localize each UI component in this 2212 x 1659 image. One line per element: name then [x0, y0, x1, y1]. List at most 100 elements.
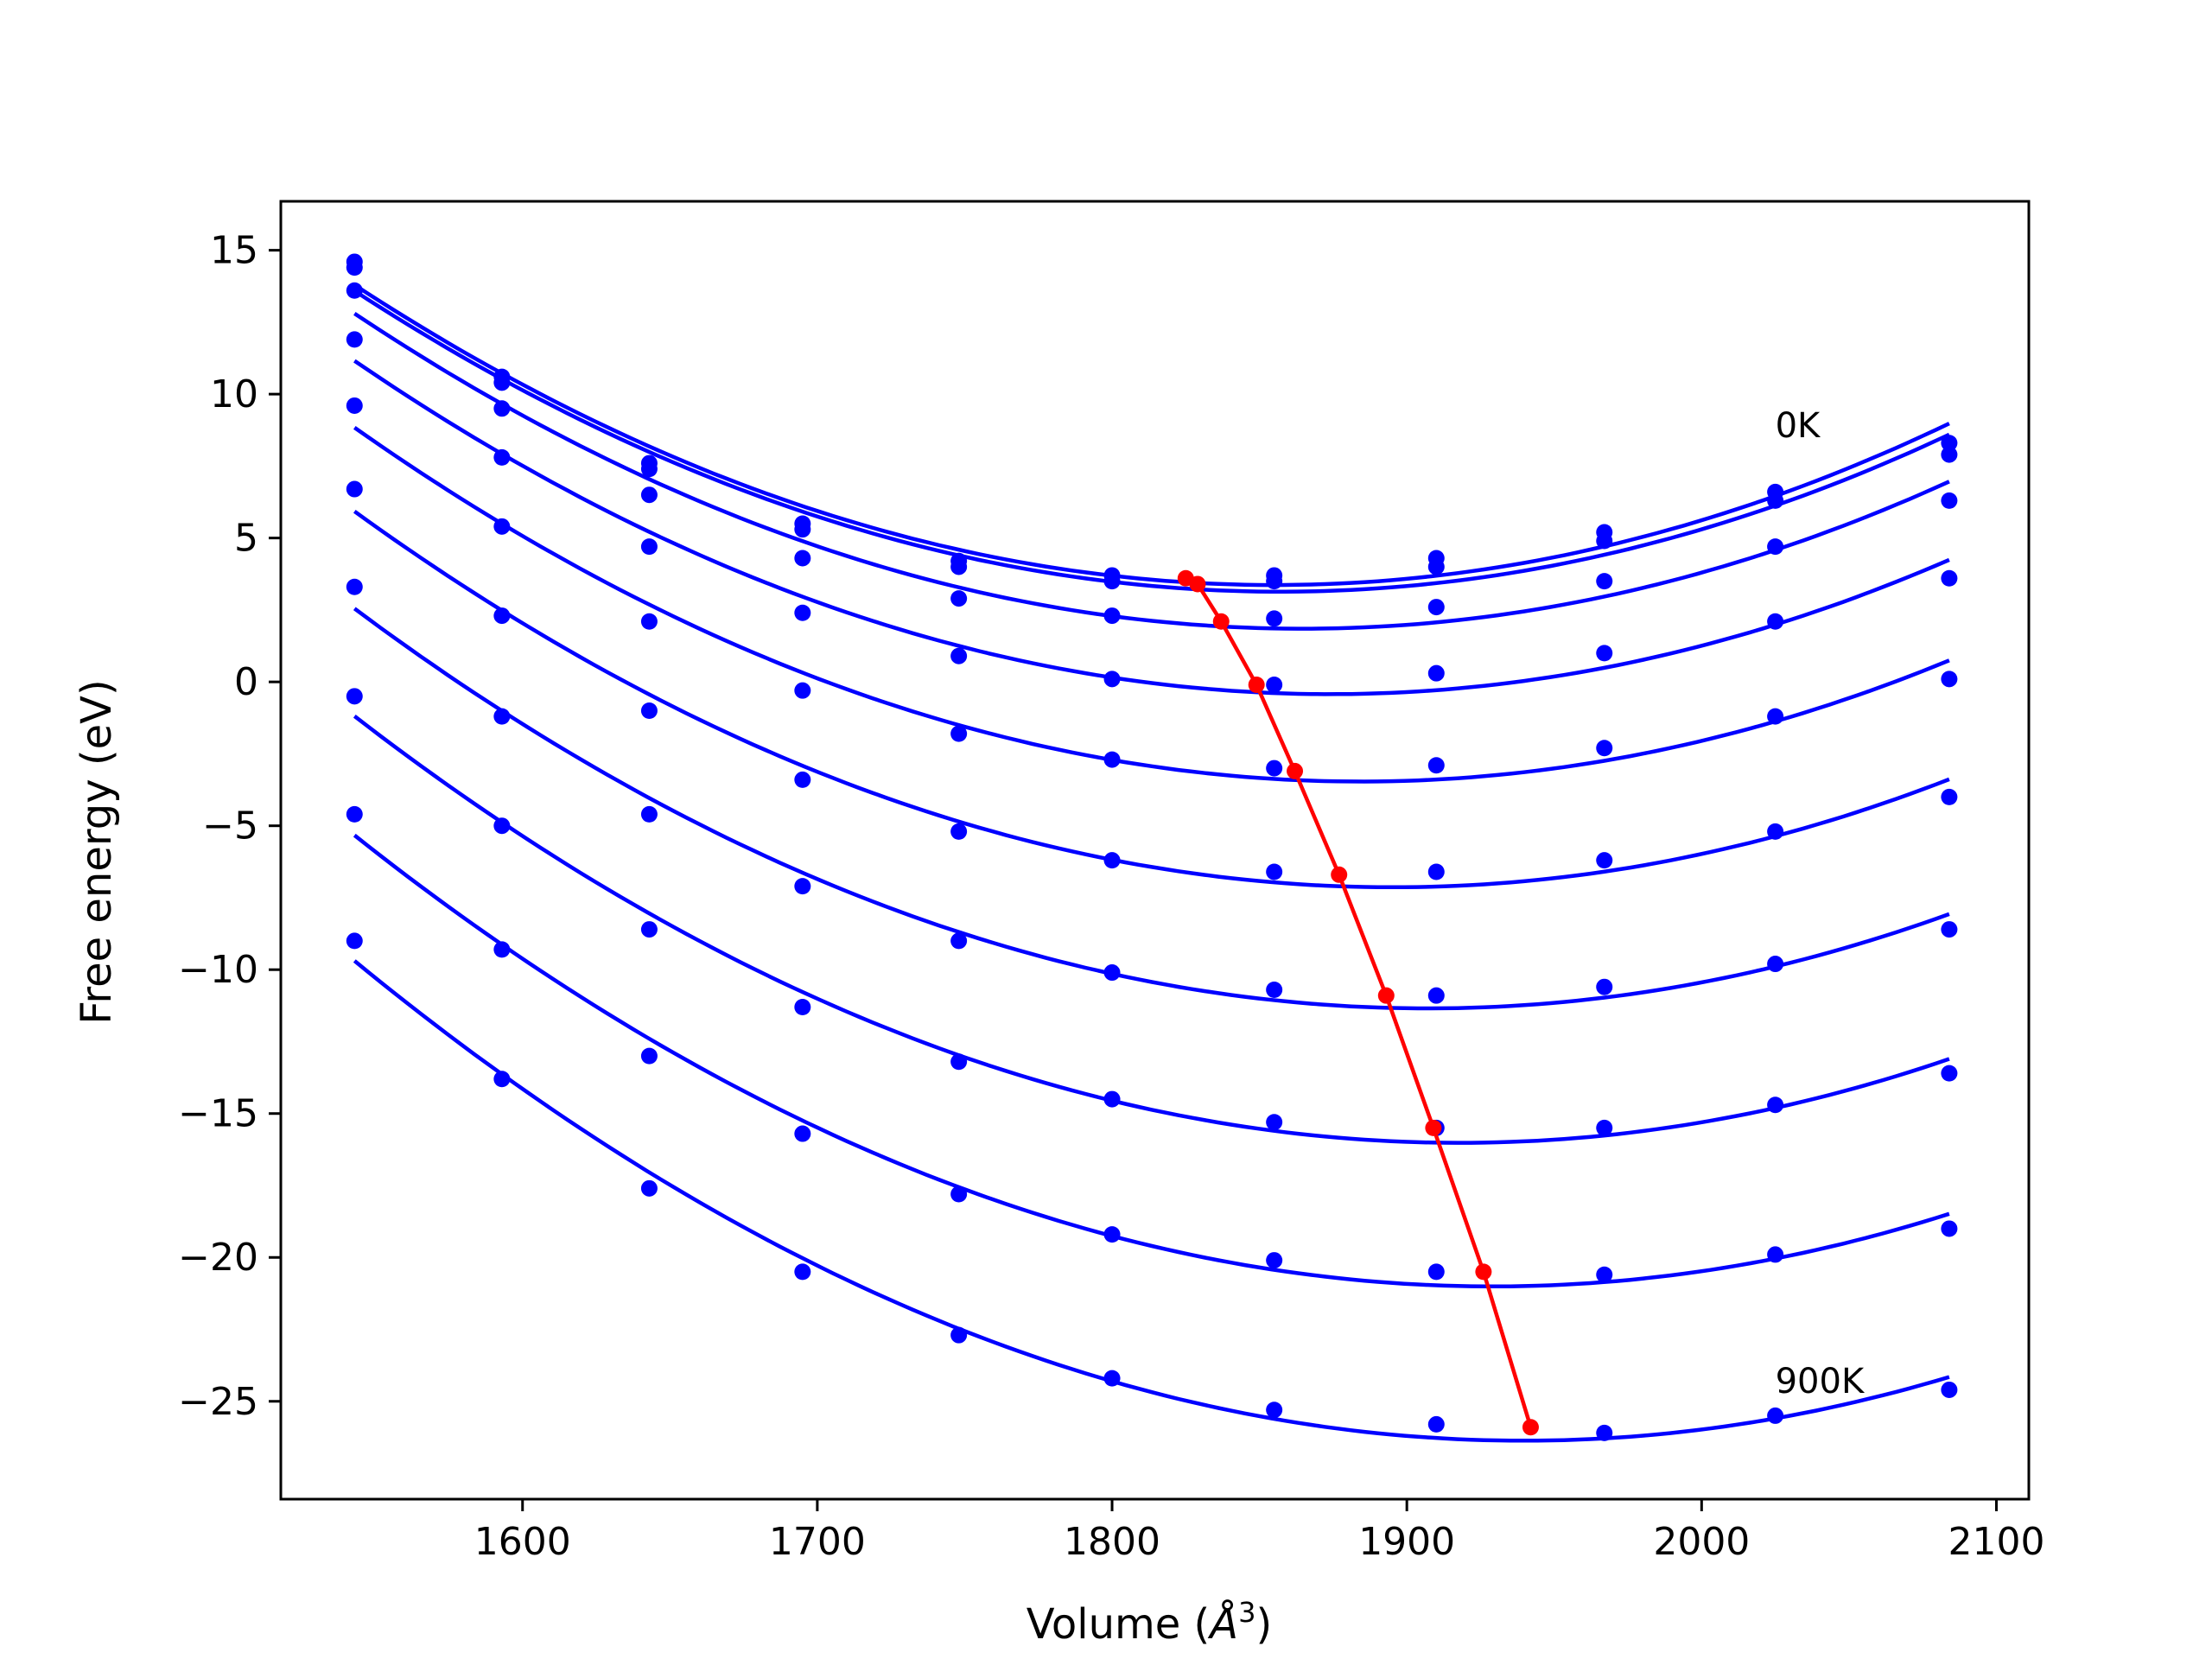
data-point-300K	[1596, 645, 1613, 662]
curve-200K	[353, 312, 1950, 631]
data-point-600K	[493, 708, 511, 725]
data-point-800K	[950, 1185, 968, 1203]
data-point-900K	[640, 1179, 658, 1197]
data-point-300K	[640, 538, 658, 556]
curve-400K	[353, 426, 1950, 784]
equilibrium-point	[1331, 866, 1348, 883]
data-point-300K	[794, 604, 811, 621]
equilibrium-point	[1212, 613, 1230, 630]
data-point-300K	[1103, 671, 1121, 688]
data-point-800K	[1767, 1246, 1784, 1263]
data-point-500K	[1767, 823, 1784, 840]
curve-500K	[353, 509, 1950, 890]
curve-900K	[353, 959, 1950, 1443]
data-point-100K	[794, 521, 811, 538]
y-tick-label: 5	[234, 517, 258, 561]
data-point-300K	[1427, 664, 1445, 682]
data-point-200K	[1266, 610, 1283, 627]
data-point-800K	[493, 941, 511, 958]
y-tick-label: −25	[178, 1380, 258, 1424]
data-point-600K	[640, 805, 658, 823]
data-point-200K	[1767, 538, 1784, 556]
data-point-200K	[493, 400, 511, 417]
data-point-500K	[1266, 863, 1283, 880]
data-point-400K	[640, 613, 658, 630]
data-point-600K	[1596, 978, 1613, 995]
data-point-800K	[640, 1047, 658, 1065]
x-tick-label: 1600	[474, 1520, 571, 1564]
data-point-700K	[794, 999, 811, 1016]
y-axis-ticks: 15 10 5 0 −5 −10 −15 −20 −25	[178, 229, 281, 1424]
curve-700K	[353, 715, 1950, 1145]
data-point-600K	[950, 932, 968, 950]
y-tick-label: 15	[210, 229, 258, 273]
data-point-300K	[1767, 613, 1784, 630]
plot-frame	[279, 200, 2031, 1501]
free-energy-points	[346, 253, 1958, 1441]
data-point-400K	[346, 397, 363, 414]
annotations: 0K 900K	[1776, 406, 1866, 1402]
data-point-100K	[1103, 573, 1121, 590]
curve-800K	[353, 833, 1950, 1289]
equilibrium-point	[1425, 1119, 1442, 1136]
data-point-700K	[1103, 1090, 1121, 1108]
data-point-500K	[493, 607, 511, 625]
data-point-900K	[1266, 1402, 1283, 1419]
data-point-800K	[1266, 1252, 1283, 1269]
data-point-500K	[950, 823, 968, 840]
equilibrium-line	[1177, 569, 1539, 1436]
data-point-900K	[346, 932, 363, 950]
x-axis-ticks: 1600 1700 1800 1900 2000 2100	[474, 1499, 2044, 1564]
x-axis-label: Volume (Å3)	[1027, 1596, 1272, 1649]
data-point-400K	[493, 518, 511, 535]
data-point-600K	[1266, 982, 1283, 999]
y-tick-label: −10	[178, 948, 258, 992]
data-point-400K	[1103, 751, 1121, 768]
data-point-700K	[1596, 1119, 1613, 1136]
y-tick-label: −15	[178, 1092, 258, 1136]
data-point-800K	[346, 805, 363, 823]
data-point-400K	[1767, 708, 1784, 725]
data-point-900K	[493, 1071, 511, 1088]
data-point-700K	[1941, 1065, 1958, 1082]
equilibrium-point	[1287, 762, 1304, 779]
data-point-900K	[794, 1263, 811, 1281]
data-point-600K	[1941, 921, 1958, 938]
data-point-900K	[1596, 1424, 1613, 1441]
curve-0K	[353, 283, 1950, 588]
curve-100K	[353, 289, 1950, 594]
curve-300K	[353, 359, 1950, 696]
data-point-900K	[1767, 1407, 1784, 1424]
data-point-500K	[1103, 852, 1121, 869]
data-point-700K	[493, 817, 511, 835]
data-point-300K	[493, 448, 511, 466]
data-point-600K	[1767, 956, 1784, 973]
equilibrium-point	[1248, 677, 1265, 694]
data-point-100K	[1266, 573, 1283, 590]
x-tick-label: 1800	[1064, 1520, 1160, 1564]
equilibrium-point	[1475, 1263, 1492, 1281]
data-point-900K	[1427, 1415, 1445, 1433]
data-point-100K	[493, 374, 511, 391]
data-point-600K	[346, 578, 363, 595]
data-point-700K	[950, 1053, 968, 1071]
data-point-100K	[1596, 532, 1613, 550]
data-point-800K	[794, 1125, 811, 1142]
data-point-200K	[1941, 492, 1958, 509]
data-point-900K	[1103, 1370, 1121, 1387]
equilibrium-point	[1189, 575, 1206, 593]
data-point-400K	[1427, 757, 1445, 774]
data-point-500K	[640, 702, 658, 719]
data-point-100K	[950, 558, 968, 575]
data-point-700K	[1266, 1114, 1283, 1131]
x-tick-label: 1900	[1358, 1520, 1455, 1564]
annotation-label: 900K	[1776, 1362, 1866, 1402]
data-point-500K	[1596, 852, 1613, 869]
data-point-600K	[794, 878, 811, 895]
data-point-700K	[346, 688, 363, 705]
data-point-900K	[950, 1326, 968, 1344]
data-point-800K	[1103, 1226, 1121, 1243]
curve-600K	[353, 607, 1950, 1011]
data-point-100K	[640, 461, 658, 478]
